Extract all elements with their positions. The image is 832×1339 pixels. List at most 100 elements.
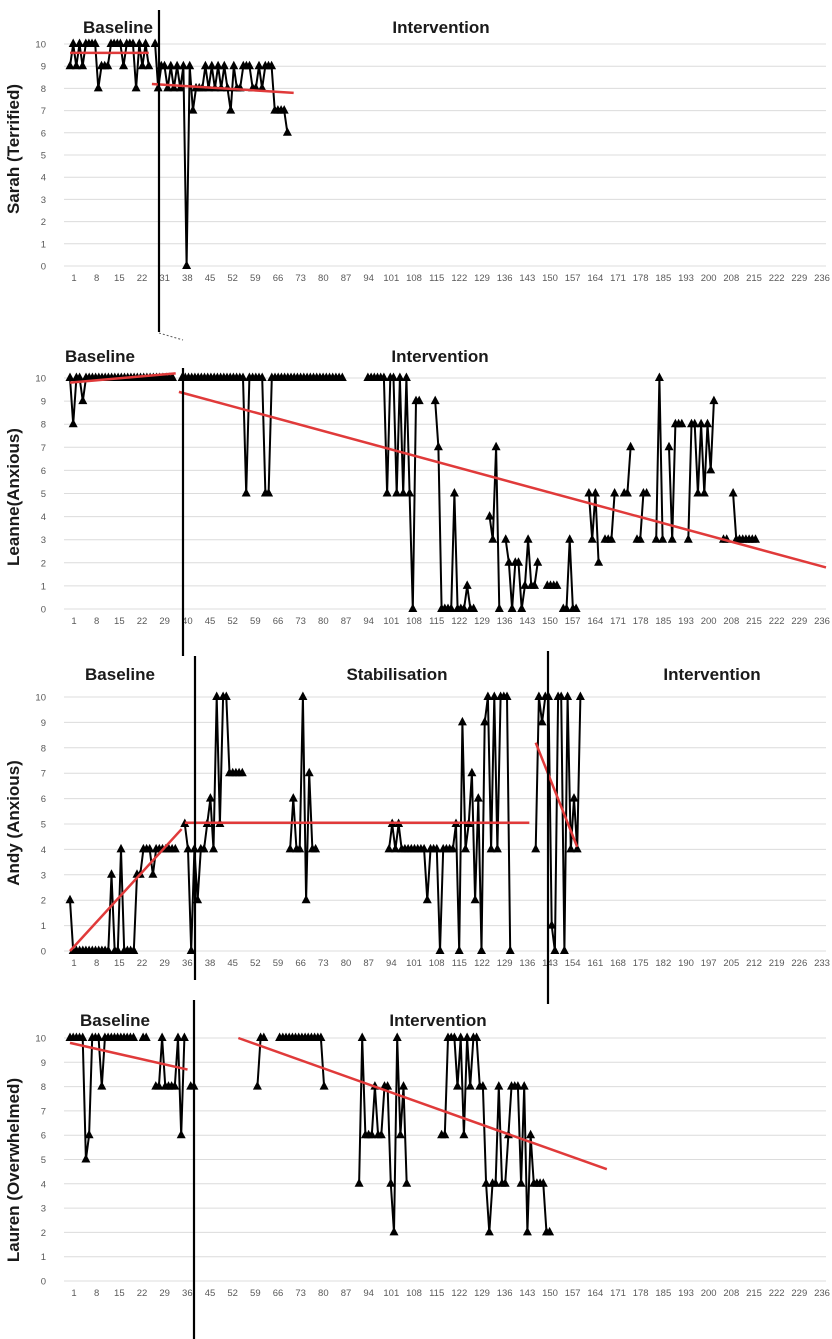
y-tick-label: 5 — [41, 1155, 46, 1166]
data-point-marker — [319, 1081, 329, 1090]
data-point-marker — [504, 557, 514, 566]
data-point-marker — [68, 418, 78, 428]
x-tick-label: 122 — [474, 958, 490, 969]
y-tick-label: 6 — [41, 794, 46, 805]
data-point-marker — [562, 603, 571, 612]
trend-line — [69, 1041, 188, 1071]
data-point-marker — [170, 843, 180, 853]
data-point-marker — [179, 1032, 189, 1041]
data-point-marker — [389, 1226, 399, 1236]
data-point-marker — [489, 691, 499, 700]
data-point-marker — [316, 1032, 326, 1041]
data-point-marker — [200, 60, 210, 70]
x-tick-label: 73 — [295, 1288, 306, 1299]
x-tick-label: 229 — [791, 1288, 807, 1299]
data-point-marker — [285, 843, 295, 853]
data-point-marker — [168, 372, 177, 381]
data-point-marker — [264, 488, 274, 497]
data-point-marker — [169, 82, 179, 92]
data-point-marker — [526, 1129, 536, 1139]
data-point-marker — [238, 372, 248, 381]
data-point-marker — [392, 1032, 402, 1041]
y-tick-label: 9 — [41, 1058, 46, 1069]
y-tick-label: 8 — [41, 420, 46, 431]
x-tick-label: 66 — [295, 958, 306, 969]
y-tick-label: 7 — [41, 106, 46, 117]
x-tick-label: 36 — [182, 958, 193, 969]
y-tick-label: 0 — [41, 605, 46, 616]
y-tick-label: 0 — [41, 262, 46, 273]
x-tick-label: 87 — [363, 958, 374, 969]
x-tick-label: 94 — [363, 616, 374, 627]
data-point-marker — [433, 441, 443, 451]
x-tick-label: 66 — [273, 1288, 284, 1299]
data-point-marker — [430, 395, 440, 405]
x-tick-label: 212 — [746, 958, 762, 969]
data-point-marker — [664, 441, 674, 451]
data-point-marker — [461, 843, 470, 853]
data-point-marker — [367, 1129, 377, 1139]
x-tick-label: 178 — [633, 273, 649, 284]
x-tick-label: 38 — [205, 958, 216, 969]
data-point-marker — [398, 488, 408, 497]
x-tick-label: 80 — [318, 273, 329, 284]
data-point-marker — [531, 843, 541, 853]
data-point-marker — [575, 691, 585, 700]
data-point-marker — [622, 488, 632, 497]
data-point-marker — [699, 488, 709, 497]
x-tick-label: 1 — [71, 1288, 76, 1299]
y-tick-label: 2 — [41, 217, 46, 228]
data-point-marker — [401, 372, 411, 381]
x-tick-label: 136 — [519, 958, 535, 969]
y-tick-label: 7 — [41, 769, 46, 780]
y-tick-label: 4 — [41, 845, 46, 856]
x-tick-label: 222 — [769, 273, 785, 284]
data-point-marker — [484, 1226, 494, 1236]
data-point-marker — [279, 105, 289, 114]
data-point-marker — [587, 534, 597, 543]
data-point-marker — [354, 1178, 364, 1187]
x-tick-label: 59 — [250, 1288, 261, 1299]
x-tick-label: 87 — [341, 273, 352, 284]
data-point-marker — [419, 843, 429, 853]
data-point-marker — [257, 372, 267, 381]
y-tick-label: 9 — [41, 62, 46, 73]
x-tick-label: 73 — [318, 958, 329, 969]
data-point-marker — [693, 488, 703, 497]
y-axis-title: Sarah (Terrified) — [4, 84, 23, 214]
data-point-marker — [494, 1081, 504, 1090]
data-point-marker — [507, 603, 517, 612]
x-tick-label: 31 — [159, 273, 170, 284]
y-tick-label: 1 — [41, 1252, 46, 1263]
x-tick-label: 59 — [250, 273, 261, 284]
x-tick-label: 150 — [542, 616, 558, 627]
data-point-marker — [185, 60, 195, 70]
x-tick-label: 66 — [273, 616, 284, 627]
x-tick-label: 87 — [341, 616, 352, 627]
data-point-marker — [129, 945, 139, 954]
x-tick-label: 1 — [71, 273, 76, 284]
data-point-marker — [399, 1081, 408, 1090]
x-tick-label: 122 — [451, 616, 467, 627]
data-point-marker — [454, 945, 464, 954]
series-line — [668, 423, 682, 540]
x-tick-label: 164 — [587, 273, 603, 284]
x-tick-label: 8 — [94, 958, 99, 969]
data-point-marker — [432, 843, 442, 853]
x-tick-label: 171 — [610, 616, 626, 627]
data-point-marker — [485, 511, 495, 520]
data-point-marker — [241, 488, 251, 497]
x-tick-label: 66 — [273, 273, 284, 284]
data-point-marker — [465, 1081, 475, 1090]
data-point-marker — [78, 395, 88, 405]
data-point-marker — [467, 767, 477, 777]
y-tick-label: 1 — [41, 239, 46, 250]
data-point-marker — [414, 395, 424, 405]
data-point-marker — [559, 945, 569, 954]
x-tick-label: 193 — [678, 273, 694, 284]
x-tick-label: 1 — [71, 616, 76, 627]
data-point-marker — [257, 82, 267, 92]
